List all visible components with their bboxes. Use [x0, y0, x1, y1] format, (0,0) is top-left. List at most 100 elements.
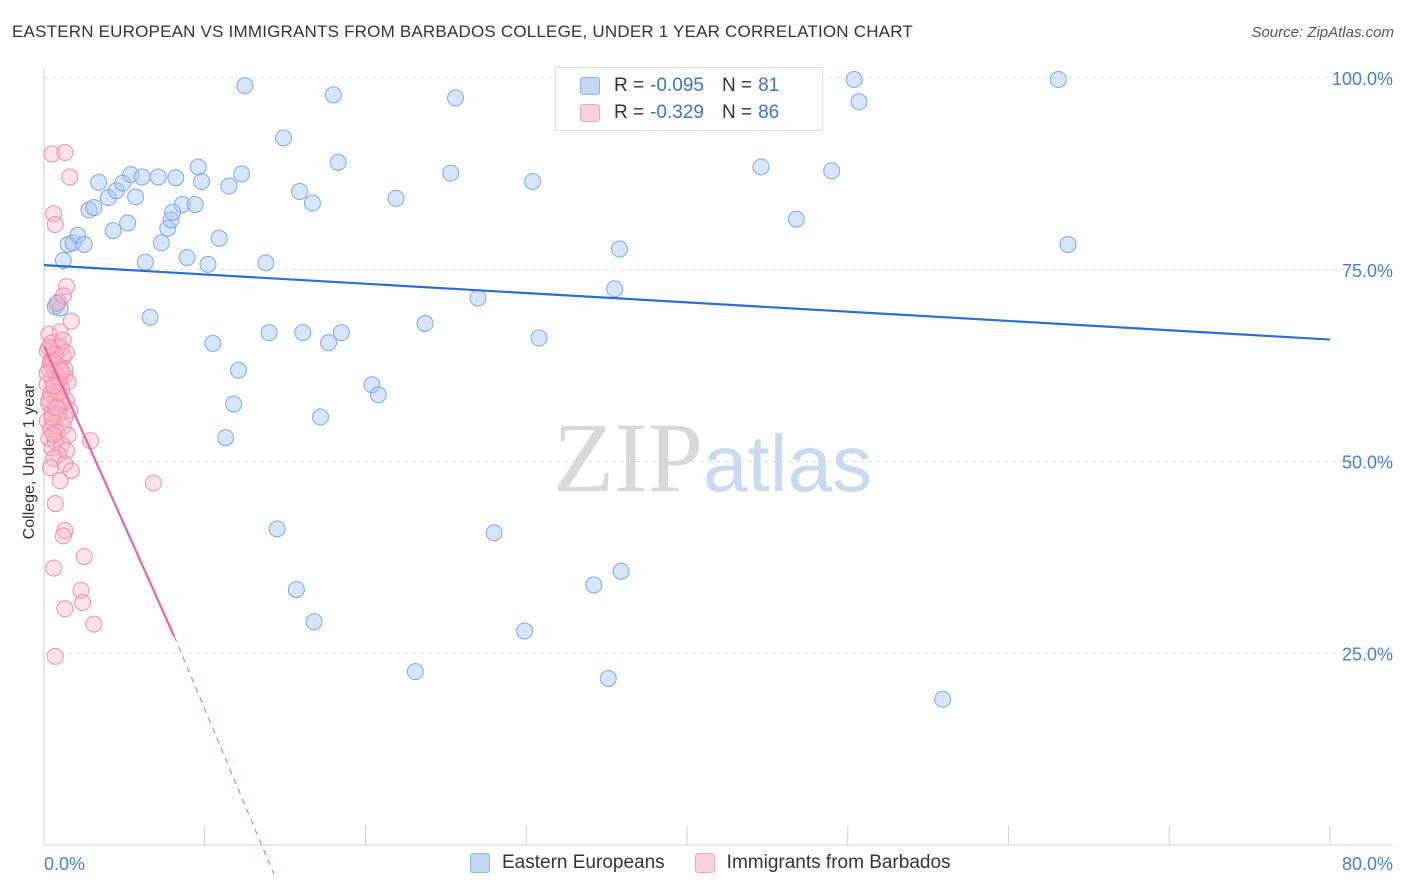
data-point — [275, 129, 293, 147]
trend-line — [43, 264, 1331, 341]
data-point — [320, 334, 338, 352]
data-point — [387, 189, 405, 207]
data-point — [311, 408, 329, 426]
data-point — [141, 308, 159, 326]
watermark-atlas: atlas — [703, 419, 872, 508]
data-point — [1049, 71, 1067, 89]
y-tick-label: 100.0% — [1332, 69, 1393, 89]
data-point — [787, 210, 805, 228]
data-point — [324, 86, 342, 104]
data-point — [189, 158, 207, 176]
data-point — [303, 194, 321, 212]
data-point — [85, 199, 103, 217]
data-point — [257, 254, 275, 272]
data-point — [41, 459, 59, 477]
data-point — [599, 670, 617, 688]
legend-r-value: -0.095 — [650, 75, 704, 96]
data-point — [305, 613, 323, 631]
data-point — [363, 376, 381, 394]
data-point — [43, 408, 61, 426]
data-point — [75, 235, 93, 253]
data-point — [61, 168, 79, 186]
chart-title: EASTERN EUROPEAN VS IMMIGRANTS FROM BARB… — [12, 22, 913, 41]
data-point — [178, 248, 196, 266]
data-point — [845, 71, 863, 89]
legend-row-barbados: R = -0.329 N = 86 — [580, 101, 779, 125]
data-point — [447, 89, 465, 107]
legend-swatch-pink — [580, 104, 600, 122]
data-point — [332, 324, 350, 342]
data-point — [69, 226, 87, 244]
trend-lines — [42, 264, 1331, 875]
grid-lines — [44, 77, 1393, 654]
data-point — [56, 143, 74, 161]
data-point — [823, 162, 841, 180]
axis-labels: 25.0% 50.0% 75.0% 100.0% 0.0% 80.0% College, U… — [21, 69, 1393, 874]
axes — [43, 68, 1393, 846]
data-point — [164, 203, 182, 221]
data-point — [62, 462, 80, 480]
legend-n-label: N = — [721, 102, 753, 123]
data-point — [442, 164, 460, 182]
data-point — [48, 294, 66, 312]
data-point — [612, 562, 630, 580]
data-point — [43, 439, 61, 457]
data-point — [133, 168, 151, 186]
data-point — [193, 173, 211, 191]
legend-item-eastern-europeans: Eastern Europeans — [470, 852, 665, 874]
data-point — [72, 581, 90, 599]
legend-n-value: 81 — [758, 75, 780, 96]
data-point — [236, 77, 254, 95]
source-label: Source: ZipAtlas.com — [1251, 24, 1394, 41]
legend-swatch-pink — [694, 853, 715, 873]
x-tick-label: 80.0% — [1342, 854, 1393, 874]
data-point — [752, 158, 770, 176]
series-eastern-europeans — [46, 70, 1077, 708]
data-point — [1059, 235, 1077, 253]
data-point — [485, 524, 503, 542]
data-point — [199, 255, 217, 273]
data-point — [220, 177, 238, 195]
data-point — [46, 647, 64, 665]
legend-swatch-blue — [580, 77, 600, 95]
legend-n-label: N = — [721, 75, 753, 96]
legend-item-immigrants-from-barbados: Immigrants from Barbados — [694, 852, 951, 874]
trend-line — [42, 345, 176, 637]
data-point — [516, 622, 534, 640]
data-point — [40, 338, 58, 356]
data-point — [58, 278, 76, 296]
legend-r-label: R = — [614, 102, 645, 123]
data-point — [416, 314, 434, 332]
legend-label: Immigrants from Barbados — [726, 852, 951, 873]
data-point — [225, 395, 243, 413]
trend-line-extension — [173, 636, 275, 875]
data-point — [406, 663, 424, 681]
data-point — [294, 324, 312, 342]
data-point — [850, 93, 868, 111]
data-point — [45, 426, 63, 444]
data-point — [90, 173, 108, 191]
data-point — [62, 312, 80, 330]
data-point — [186, 196, 204, 214]
data-point — [210, 229, 228, 247]
data-point — [122, 166, 140, 184]
data-point — [606, 280, 624, 298]
data-point — [369, 386, 387, 404]
data-point — [58, 344, 76, 362]
legend-swatch-blue — [470, 853, 490, 873]
data-point — [585, 576, 603, 594]
data-point — [58, 442, 76, 460]
data-point — [45, 205, 63, 223]
data-point — [56, 600, 74, 618]
data-point — [119, 214, 137, 232]
data-point — [104, 222, 122, 240]
data-point — [230, 361, 248, 379]
series-immigrants-from-barbados — [38, 143, 162, 665]
data-point — [48, 399, 66, 417]
watermark: ZIPatlas — [553, 400, 872, 515]
x-tick-label: 0.0% — [44, 854, 85, 874]
legend-n-value: 86 — [758, 102, 780, 123]
data-point — [260, 324, 278, 342]
data-point — [524, 173, 542, 191]
